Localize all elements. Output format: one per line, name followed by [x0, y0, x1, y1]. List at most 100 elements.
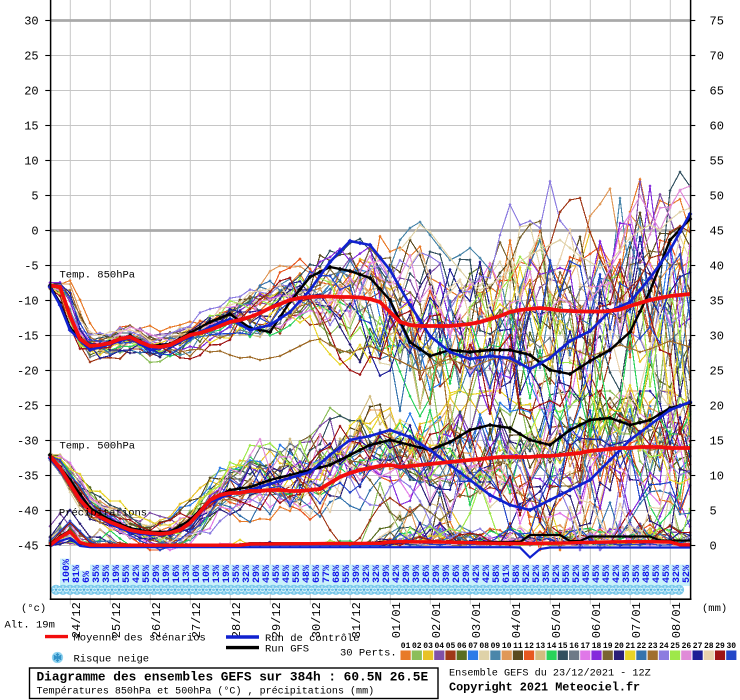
svg-text:21: 21 [625, 642, 635, 651]
svg-text:39%: 39% [352, 565, 363, 583]
svg-text:68%: 68% [332, 565, 343, 583]
svg-text:25: 25 [670, 642, 680, 651]
svg-text:45%: 45% [662, 565, 673, 583]
svg-text:55%: 55% [142, 565, 153, 583]
svg-text:20: 20 [710, 400, 724, 414]
svg-text:65%: 65% [312, 565, 323, 583]
svg-text:14: 14 [547, 642, 557, 651]
svg-text:100%: 100% [62, 559, 73, 583]
svg-text:25: 25 [24, 50, 38, 64]
svg-text:05/01: 05/01 [550, 602, 564, 638]
svg-text:10: 10 [710, 470, 724, 484]
svg-text:45%: 45% [582, 565, 593, 583]
svg-text:30: 30 [726, 642, 736, 651]
svg-text:07: 07 [468, 642, 478, 651]
svg-text:28: 28 [704, 642, 714, 651]
svg-text:45%: 45% [602, 565, 613, 583]
svg-text:13%: 13% [212, 565, 223, 583]
svg-text:32%: 32% [242, 565, 253, 583]
svg-text:10: 10 [502, 642, 512, 651]
svg-text:24/12: 24/12 [70, 602, 84, 638]
svg-text:29: 29 [715, 642, 725, 651]
svg-text:65: 65 [710, 85, 724, 99]
svg-text:15: 15 [558, 642, 568, 651]
svg-text:25/12: 25/12 [110, 602, 124, 638]
svg-text:39%: 39% [442, 565, 453, 583]
svg-text:29/12: 29/12 [270, 602, 284, 638]
svg-text:52%: 52% [682, 565, 693, 583]
svg-text:15: 15 [24, 120, 38, 134]
svg-text:42%: 42% [472, 565, 483, 583]
svg-text:35%: 35% [102, 565, 113, 583]
svg-text:02: 02 [412, 642, 422, 651]
svg-text:52%: 52% [552, 565, 563, 583]
svg-text:28/12: 28/12 [230, 602, 244, 638]
svg-text:07/01: 07/01 [630, 602, 644, 638]
svg-text:-45: -45 [17, 540, 39, 554]
svg-text:Run de contrôle: Run de contrôle [265, 633, 360, 645]
svg-text:06/01: 06/01 [590, 602, 604, 638]
svg-text:-20: -20 [17, 365, 39, 379]
svg-text:55%: 55% [342, 565, 353, 583]
svg-text:42%: 42% [482, 565, 493, 583]
svg-text:08/01: 08/01 [670, 602, 684, 638]
svg-text:81%: 81% [72, 565, 83, 583]
svg-text:20: 20 [614, 642, 624, 651]
svg-text:35: 35 [710, 295, 724, 309]
svg-text:29%: 29% [252, 565, 263, 583]
svg-text:09: 09 [491, 642, 501, 651]
svg-text:13: 13 [536, 642, 546, 651]
svg-text:-30: -30 [17, 435, 39, 449]
svg-text:35%: 35% [92, 565, 103, 583]
svg-text:45%: 45% [272, 565, 283, 583]
svg-text:27/12: 27/12 [190, 602, 204, 638]
svg-text:6%: 6% [82, 571, 93, 583]
svg-text:-10: -10 [17, 295, 39, 309]
svg-text:35%: 35% [232, 565, 243, 583]
svg-text:42%: 42% [392, 565, 403, 583]
svg-text:58%: 58% [492, 565, 503, 583]
svg-text:01/01: 01/01 [390, 602, 404, 638]
svg-text:26: 26 [682, 642, 692, 651]
svg-text:25: 25 [710, 365, 724, 379]
svg-text:32%: 32% [672, 565, 683, 583]
svg-text:Diagramme des ensembles GEFS s: Diagramme des ensembles GEFS sur 384h : … [37, 670, 429, 685]
svg-text:29%: 29% [402, 565, 413, 583]
svg-text:52%: 52% [522, 565, 533, 583]
svg-text:35%: 35% [542, 565, 553, 583]
svg-text:04: 04 [434, 642, 444, 651]
svg-text:02/01: 02/01 [430, 602, 444, 638]
svg-text:31/12: 31/12 [350, 602, 364, 638]
svg-text:70: 70 [710, 50, 724, 64]
svg-text:-40: -40 [17, 505, 39, 519]
svg-text:55%: 55% [562, 565, 573, 583]
svg-text:35%: 35% [622, 565, 633, 583]
svg-text:45: 45 [710, 225, 724, 239]
svg-text:08: 08 [479, 642, 489, 651]
svg-text:24: 24 [659, 642, 669, 651]
svg-text:32%: 32% [372, 565, 383, 583]
svg-text:30: 30 [710, 330, 724, 344]
svg-text:55%: 55% [122, 565, 133, 583]
svg-text:42%: 42% [132, 565, 143, 583]
svg-text:Copyright 2021 Meteociel.fr: Copyright 2021 Meteociel.fr [449, 681, 640, 695]
svg-text:10%: 10% [202, 565, 213, 583]
svg-text:40: 40 [710, 260, 724, 274]
svg-text:12: 12 [524, 642, 534, 651]
svg-text:11: 11 [513, 642, 523, 651]
svg-text:61%: 61% [502, 565, 513, 583]
svg-text:50: 50 [710, 190, 724, 204]
svg-text:27: 27 [693, 642, 703, 651]
svg-text:29%: 29% [382, 565, 393, 583]
svg-text:26%: 26% [452, 565, 463, 583]
svg-text:45%: 45% [592, 565, 603, 583]
svg-text:19%: 19% [222, 565, 233, 583]
svg-text:-25: -25 [17, 400, 39, 414]
svg-text:42%: 42% [612, 565, 623, 583]
svg-text:06: 06 [457, 642, 467, 651]
svg-text:Temp. 850hPa: Temp. 850hPa [60, 270, 136, 282]
svg-text:Temp. 500hPa: Temp. 500hPa [60, 441, 136, 453]
svg-text:19: 19 [603, 642, 613, 651]
svg-text:5: 5 [31, 190, 38, 204]
svg-text:29%: 29% [432, 565, 443, 583]
